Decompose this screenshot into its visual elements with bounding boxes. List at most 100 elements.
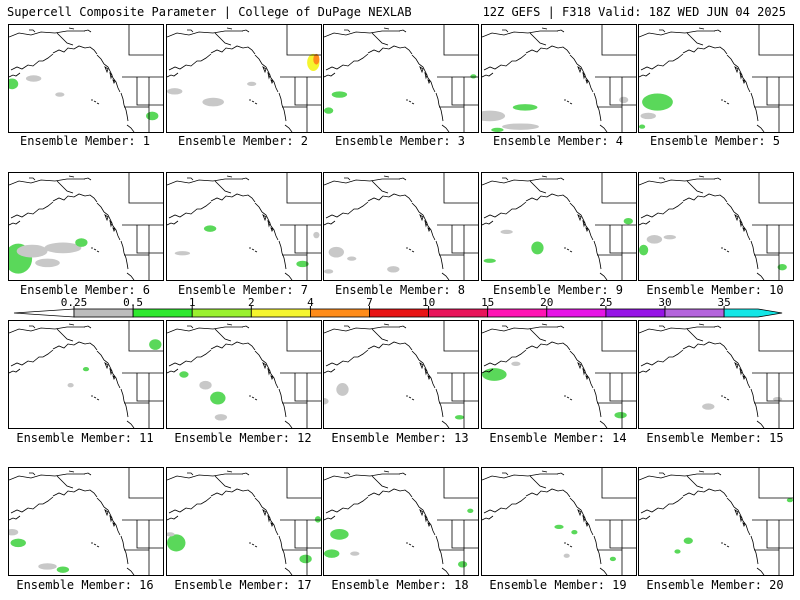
member-caption: Ensemble Member: 1 [19, 134, 151, 148]
coastline-segment [324, 473, 400, 481]
coastline-segment [214, 32, 232, 46]
panel-map [9, 321, 163, 428]
coastline-segment [427, 227, 431, 233]
coastline-segment [502, 29, 509, 33]
coastline-segment [593, 388, 602, 418]
colorbar-segment [191, 308, 252, 318]
member-caption: Ensemble Member: 17 [174, 578, 312, 592]
coastline-segment [750, 240, 759, 270]
colorbar-tick-label: 4 [307, 296, 314, 309]
coastline-segment [726, 102, 730, 105]
coastline-segment [726, 545, 730, 548]
coastline-segment [726, 350, 751, 389]
coastline-segment [419, 213, 424, 222]
coastline-segment [758, 468, 793, 499]
coastline-segment [210, 341, 256, 351]
coastline-segment [262, 508, 267, 517]
scp-shading [167, 534, 186, 552]
coastline-segment [126, 420, 135, 428]
member-caption: Ensemble Member: 18 [331, 578, 469, 592]
coastline-segment [325, 53, 369, 71]
scp-shading [167, 88, 183, 95]
coastline-segment [187, 177, 194, 181]
scp-shading [619, 96, 629, 104]
coastline-segment [411, 102, 415, 105]
coastline-segment [128, 321, 163, 352]
coastline-segment [270, 375, 274, 381]
coastline-segment [383, 175, 390, 178]
coastline-segment [371, 180, 389, 194]
coastline-segment [167, 473, 243, 481]
coastline-segment [742, 79, 746, 85]
coastline-segment [112, 79, 116, 85]
coastline-segment [226, 27, 233, 30]
colorbar-tick-label: 10 [422, 296, 435, 309]
coastline-segment [96, 350, 121, 389]
panel-map [324, 321, 478, 428]
coastline-segment [294, 225, 321, 254]
coastline-segment [126, 124, 135, 132]
coastline-segment [9, 30, 85, 38]
scp-shading [9, 78, 19, 90]
coastline-segment [68, 323, 75, 326]
coastline-segment [483, 349, 527, 367]
coastline-segment [599, 272, 608, 280]
coastline-segment [424, 367, 428, 376]
coastline-segment [577, 508, 582, 517]
scp-shading [467, 508, 474, 513]
coastline-segment [267, 367, 271, 376]
coastline-segment [639, 515, 651, 521]
run-valid-time: 12Z GEFS | F318 Valid: 18Z WED JUN 04 20… [482, 5, 786, 19]
coastline-segment [686, 180, 704, 194]
coastline-segment [609, 520, 636, 549]
coastline-segment [566, 100, 570, 103]
colorbar-tick-label: 35 [717, 296, 730, 309]
coastline-segment [609, 77, 636, 106]
scp-shading [179, 371, 189, 378]
coastline-segment [210, 488, 256, 498]
member-caption: Ensemble Member: 6 [19, 283, 151, 297]
coastline-segment [168, 349, 212, 367]
panel-map [167, 321, 321, 428]
coastline-segment [167, 178, 243, 186]
coastline-segment [9, 368, 21, 374]
colorbar-segment [250, 308, 311, 318]
coastline-segment [758, 25, 793, 56]
coastline-segment [639, 368, 651, 374]
coastline-segment [168, 201, 212, 219]
coastline-segment [241, 472, 250, 476]
product-title: Supercell Composite Parameter | College … [7, 5, 412, 19]
scp-shading [470, 74, 477, 79]
coastline-segment [435, 240, 444, 270]
coastline-segment [29, 325, 36, 329]
coastline-segment [639, 30, 715, 38]
coastline-segment [214, 180, 232, 194]
colorbar-segment [369, 308, 429, 318]
coastline-segment [286, 468, 321, 499]
scp-shading [203, 225, 217, 232]
coastline-segment [686, 475, 704, 489]
coastline-segment [640, 53, 684, 71]
coastline-segment [241, 29, 250, 33]
coastline-segment [482, 220, 494, 226]
panel-map [482, 321, 636, 428]
coastline-segment [9, 72, 21, 78]
scp-shading [642, 93, 673, 111]
coastline-segment [286, 173, 321, 204]
coastline-segment [286, 321, 321, 352]
coastline-segment [569, 54, 594, 93]
scp-shading [777, 263, 787, 271]
coastline-segment [529, 328, 547, 342]
ensemble-map-panel [8, 172, 164, 281]
coastline-segment [525, 341, 571, 351]
member-caption: Ensemble Member: 20 [646, 578, 784, 592]
scp-shading [55, 92, 65, 97]
coastline-segment [10, 201, 54, 219]
coastline-segment [187, 325, 194, 329]
coastline-segment [270, 227, 274, 233]
coastline-segment [29, 177, 36, 181]
coastline-segment [682, 45, 728, 55]
coastline-segment [483, 201, 527, 219]
coastline-segment [734, 361, 739, 370]
coastline-segment [541, 470, 548, 473]
